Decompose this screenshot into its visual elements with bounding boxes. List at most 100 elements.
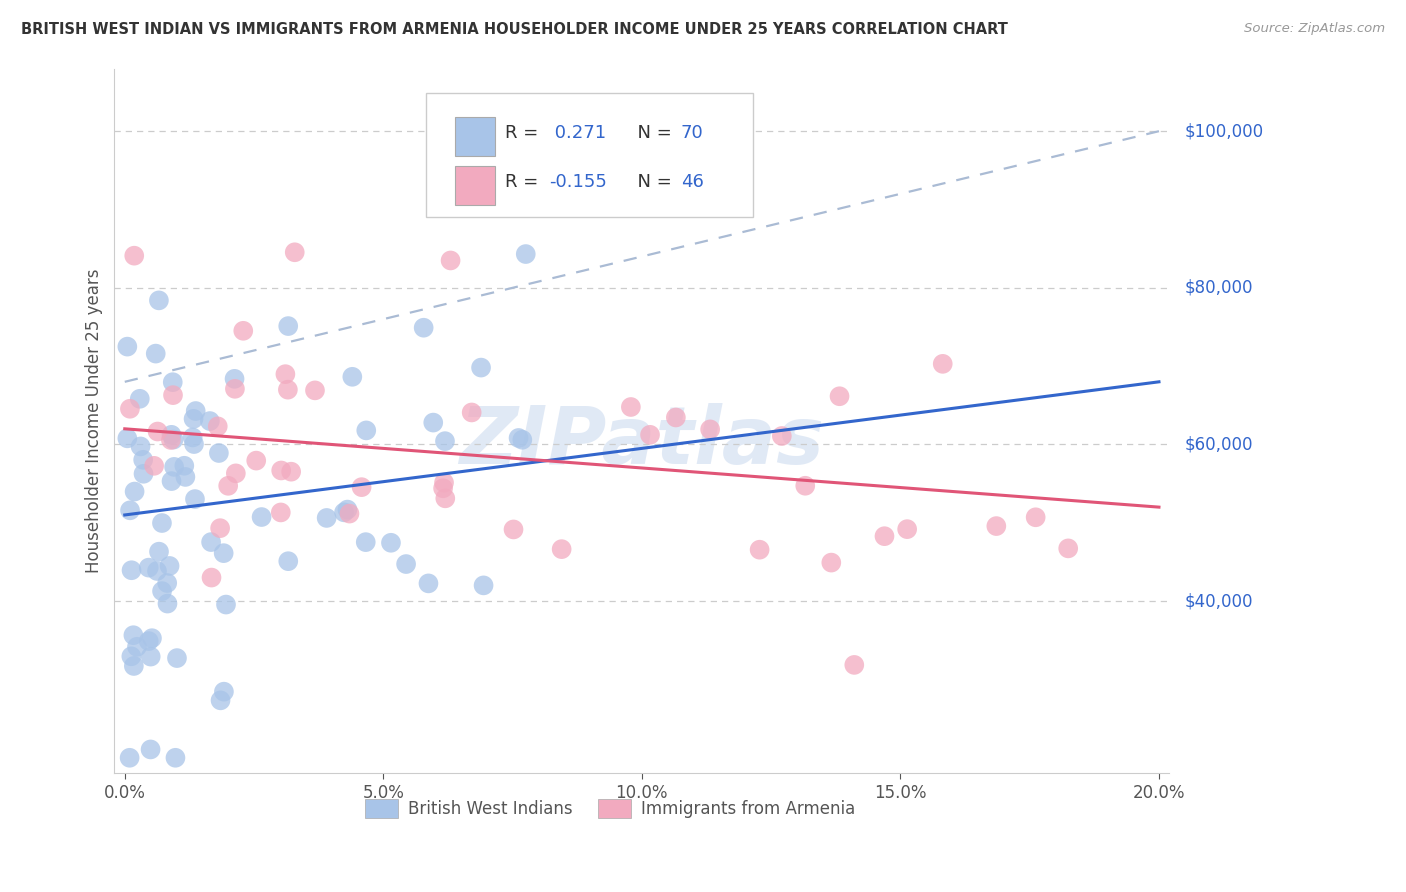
Point <box>304 384 326 398</box>
Point <box>212 684 235 698</box>
Text: $100,000: $100,000 <box>1185 122 1264 140</box>
Point <box>820 556 842 570</box>
Point <box>209 693 232 707</box>
Point <box>159 558 181 573</box>
Point <box>439 253 461 268</box>
Point <box>510 433 533 447</box>
Point <box>350 480 373 494</box>
Legend: British West Indians, Immigrants from Armenia: British West Indians, Immigrants from Ar… <box>359 792 862 825</box>
Point <box>418 576 440 591</box>
Point <box>412 320 434 334</box>
Point <box>356 424 378 438</box>
Point <box>508 431 530 445</box>
Text: ZIPatlas: ZIPatlas <box>460 403 824 481</box>
Point <box>160 433 183 447</box>
Point <box>342 369 364 384</box>
Point <box>250 510 273 524</box>
Point <box>986 519 1008 533</box>
Point <box>118 751 141 765</box>
Point <box>183 412 205 426</box>
Point <box>162 388 184 402</box>
Point <box>224 372 246 386</box>
Point <box>277 383 299 397</box>
Text: 0.271: 0.271 <box>548 124 606 142</box>
Point <box>339 507 361 521</box>
Point <box>873 529 896 543</box>
Point <box>270 505 292 519</box>
Text: N =: N = <box>626 124 678 142</box>
Point <box>620 400 643 414</box>
Point <box>432 481 454 495</box>
FancyBboxPatch shape <box>456 167 495 205</box>
Point <box>336 502 359 516</box>
Point <box>125 640 148 654</box>
Point <box>150 584 173 599</box>
Point <box>145 346 167 360</box>
Point <box>333 505 356 519</box>
Point <box>284 245 307 260</box>
Point <box>896 522 918 536</box>
Point <box>277 554 299 568</box>
Point <box>550 542 572 557</box>
Point <box>160 474 183 488</box>
Point <box>665 410 688 425</box>
Point <box>165 751 187 765</box>
FancyBboxPatch shape <box>456 117 495 156</box>
Point <box>215 598 238 612</box>
Point <box>748 542 770 557</box>
Y-axis label: Householder Income Under 25 years: Householder Income Under 25 years <box>86 268 103 574</box>
Point <box>156 576 179 591</box>
Text: N =: N = <box>626 173 678 191</box>
Text: 46: 46 <box>681 173 704 191</box>
Point <box>146 564 169 578</box>
Text: 70: 70 <box>681 124 703 142</box>
Point <box>502 523 524 537</box>
Point <box>515 247 537 261</box>
Point <box>770 429 793 443</box>
Point <box>122 628 145 642</box>
Point <box>794 479 817 493</box>
Point <box>173 458 195 473</box>
Point <box>212 546 235 560</box>
Point <box>380 535 402 549</box>
Point <box>120 649 142 664</box>
Point <box>395 557 418 571</box>
Point <box>280 465 302 479</box>
Point <box>354 535 377 549</box>
Point <box>184 404 207 418</box>
Text: $40,000: $40,000 <box>1185 592 1253 610</box>
Point <box>143 458 166 473</box>
Point <box>118 401 141 416</box>
Point <box>1057 541 1080 556</box>
Point <box>277 319 299 334</box>
Point <box>181 430 204 444</box>
Point <box>232 324 254 338</box>
Point <box>132 467 155 481</box>
Point <box>422 416 444 430</box>
Point <box>139 649 162 664</box>
Point <box>433 475 456 490</box>
Text: -0.155: -0.155 <box>548 173 607 191</box>
Point <box>225 467 247 481</box>
Point <box>200 535 222 549</box>
Point <box>932 357 955 371</box>
Point <box>156 597 179 611</box>
Point <box>200 570 222 584</box>
Point <box>117 340 139 354</box>
Point <box>148 293 170 308</box>
Point <box>138 634 160 648</box>
Point <box>433 434 456 449</box>
Point <box>198 414 221 428</box>
Point <box>209 521 232 535</box>
Point <box>434 491 457 506</box>
Point <box>844 657 866 672</box>
Point <box>118 503 141 517</box>
Point <box>638 427 661 442</box>
Point <box>828 389 851 403</box>
Point <box>274 367 297 381</box>
Point <box>162 375 184 389</box>
Point <box>129 439 152 453</box>
Point <box>141 631 163 645</box>
Point <box>217 479 239 493</box>
Point <box>138 560 160 574</box>
